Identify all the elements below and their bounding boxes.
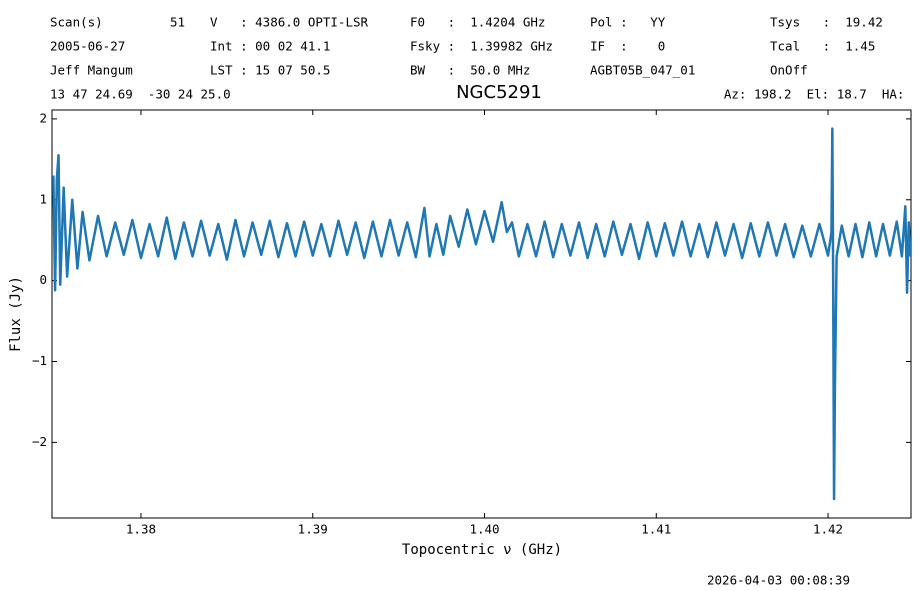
annotation: Tcal : 1.45 [770,39,875,54]
annotation: Jeff Mangum [50,63,133,78]
x-tick-label: 1.38 [126,522,156,537]
x-tick-label: 1.39 [298,522,328,537]
y-tick-label: 2 [39,110,47,125]
annotation: LST : 15 07 50.5 [210,63,330,78]
y-tick-label: −2 [32,434,47,449]
annotation: 13 47 24.69 -30 24 25.0 [50,87,231,102]
annotation: F0 : 1.4204 GHz [410,15,545,30]
chart-title: NGC5291 [456,82,542,103]
annotation: Scan(s) [50,15,103,30]
annotation: IF : 0 [590,39,665,54]
annotation: OnOff [770,63,808,78]
annotation: Int : 00 02 41.1 [210,39,330,54]
y-axis-label: Flux (Jy) [8,276,24,352]
x-tick-label: 1.40 [469,522,499,537]
plot-frame [51,109,912,519]
x-tick-label: 1.41 [641,522,671,537]
spectrum-line [52,127,911,501]
annotation: Fsky : 1.39982 GHz [410,39,553,54]
annotation: Tsys : 19.42 [770,15,883,30]
annotation: 51 [170,15,185,30]
x-axis-label: Topocentric ν (GHz) [402,542,562,558]
annotation: BW : 50.0 MHz [410,63,530,78]
annotation: AGBT05B_047_01 [590,63,695,78]
annotation: V : 4386.0 OPTI-LSR [210,15,369,30]
annotation: 2005-06-27 [50,39,125,54]
y-tick-label: 0 [39,272,47,287]
annotation: 2026-04-03 00:08:39 [707,573,850,588]
y-tick-label: −1 [32,353,47,368]
annotation: Az: 198.2 El: 18.7 HA: [724,87,912,102]
y-tick-label: 1 [39,191,47,206]
x-tick-label: 1.42 [813,522,843,537]
annotation: Pol : YY [590,15,666,30]
